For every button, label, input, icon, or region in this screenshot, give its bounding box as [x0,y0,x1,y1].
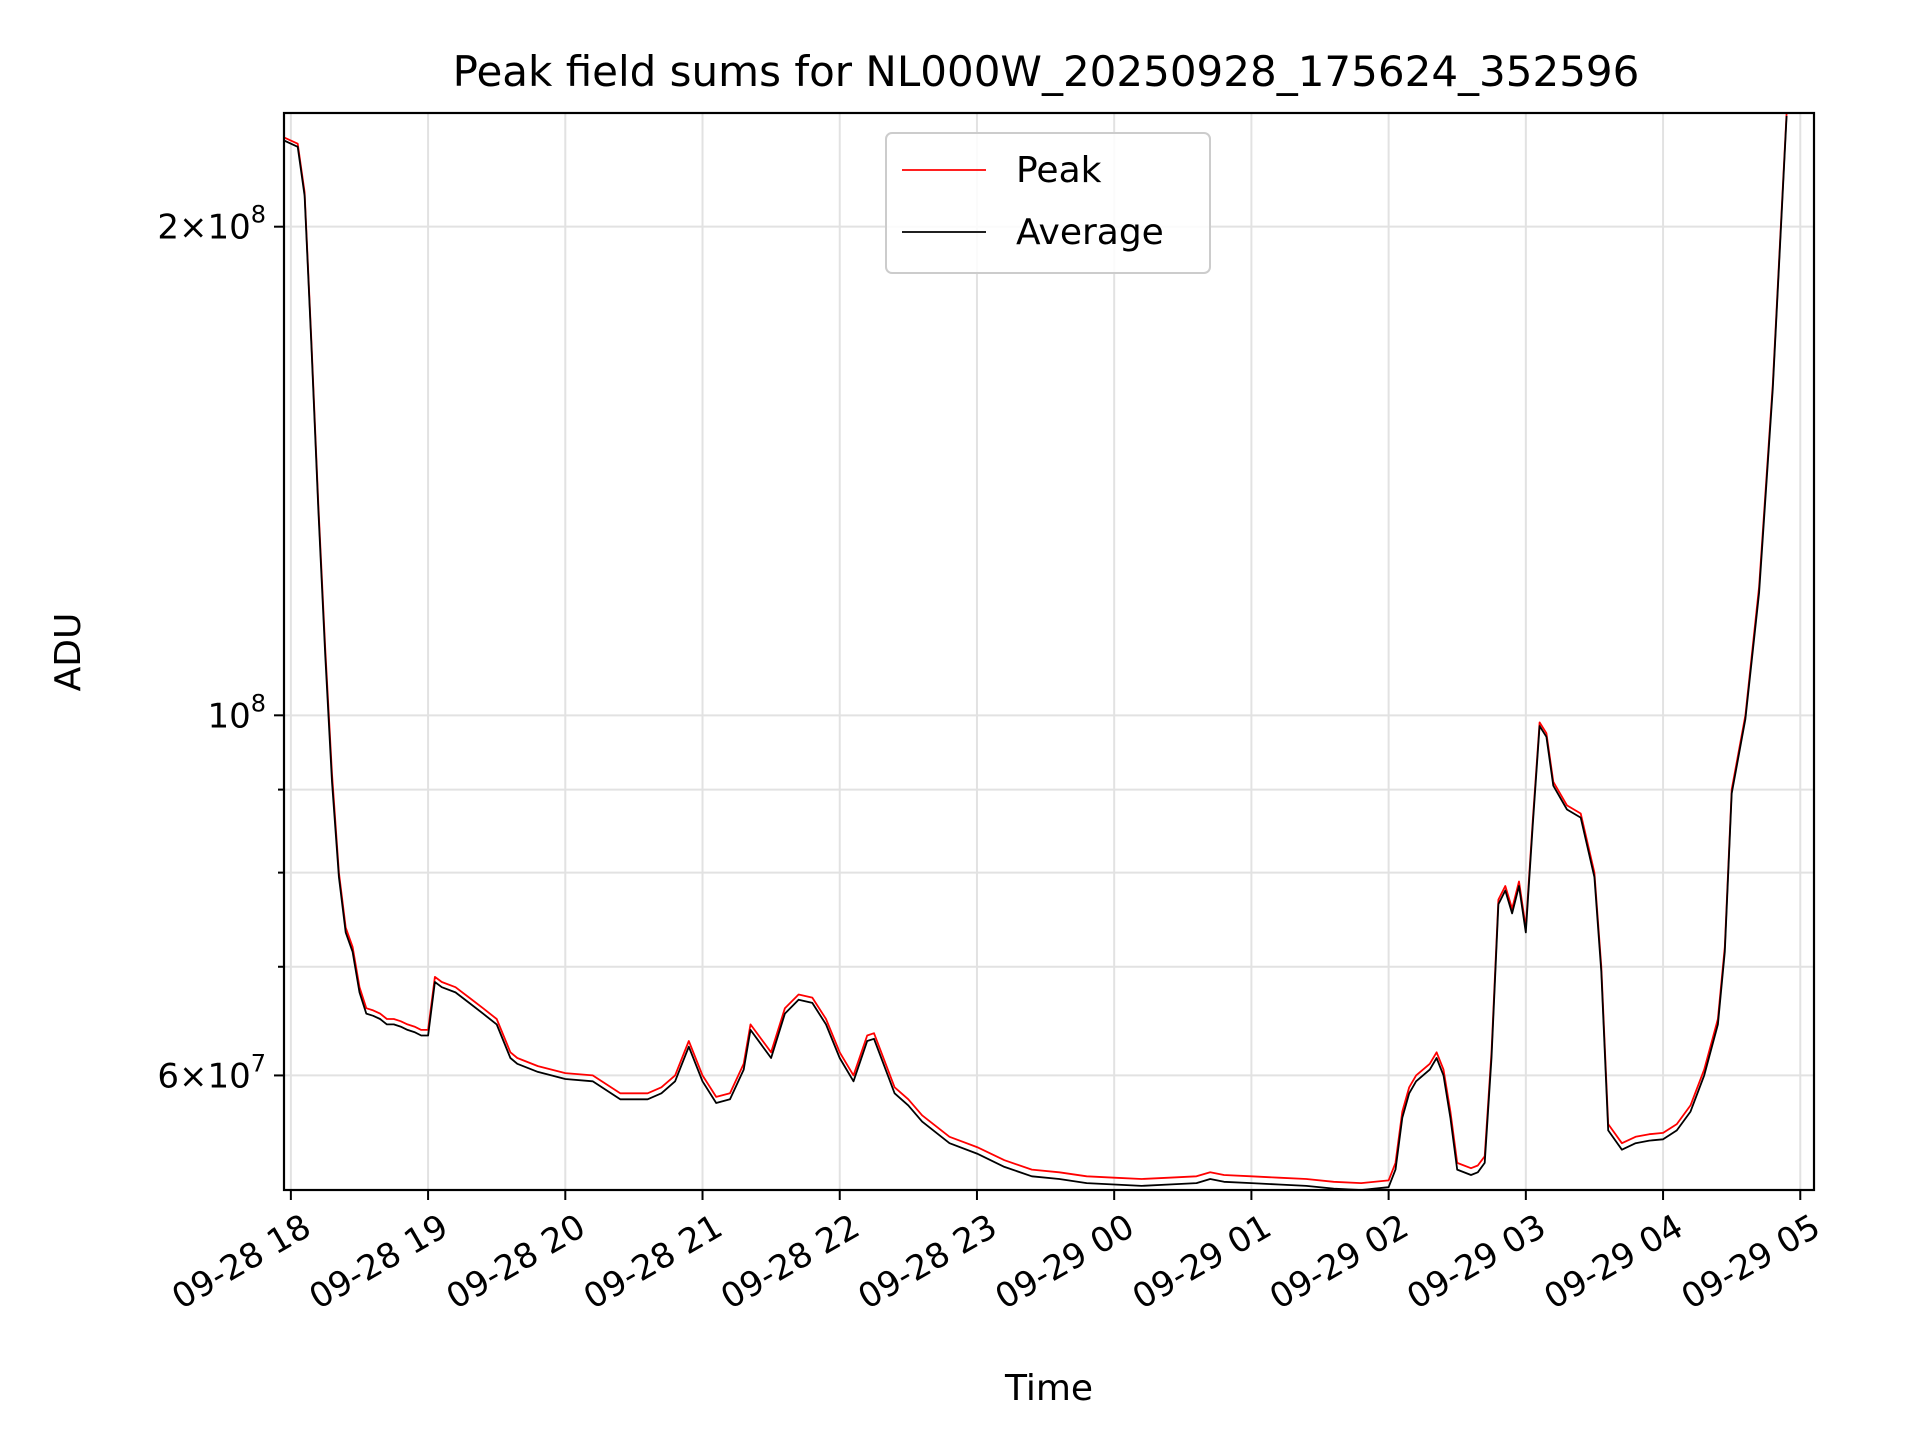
legend-label-average: Average [1016,212,1164,253]
y-tick-label: 6×107 [157,1049,266,1096]
y-axis: 6×107 108 2×108 [157,201,284,1096]
series-line-average [284,115,1788,1190]
y-axis-label: ADU [48,613,89,692]
series-line-peak [284,113,1788,1184]
legend-box [885,132,1211,274]
series-layer [284,113,1788,1190]
y-tick-label: 108 [207,689,266,736]
chart-title: Peak field sums for NL000W_20250928_1756… [453,47,1640,96]
legend-label-peak: Peak [1016,150,1102,191]
x-axis-label: Time [1004,1368,1093,1409]
grid [284,113,1814,1190]
plot-frame [282,111,1816,1192]
y-tick-label: 2×108 [157,201,266,248]
legend: Peak Average [885,132,1211,274]
